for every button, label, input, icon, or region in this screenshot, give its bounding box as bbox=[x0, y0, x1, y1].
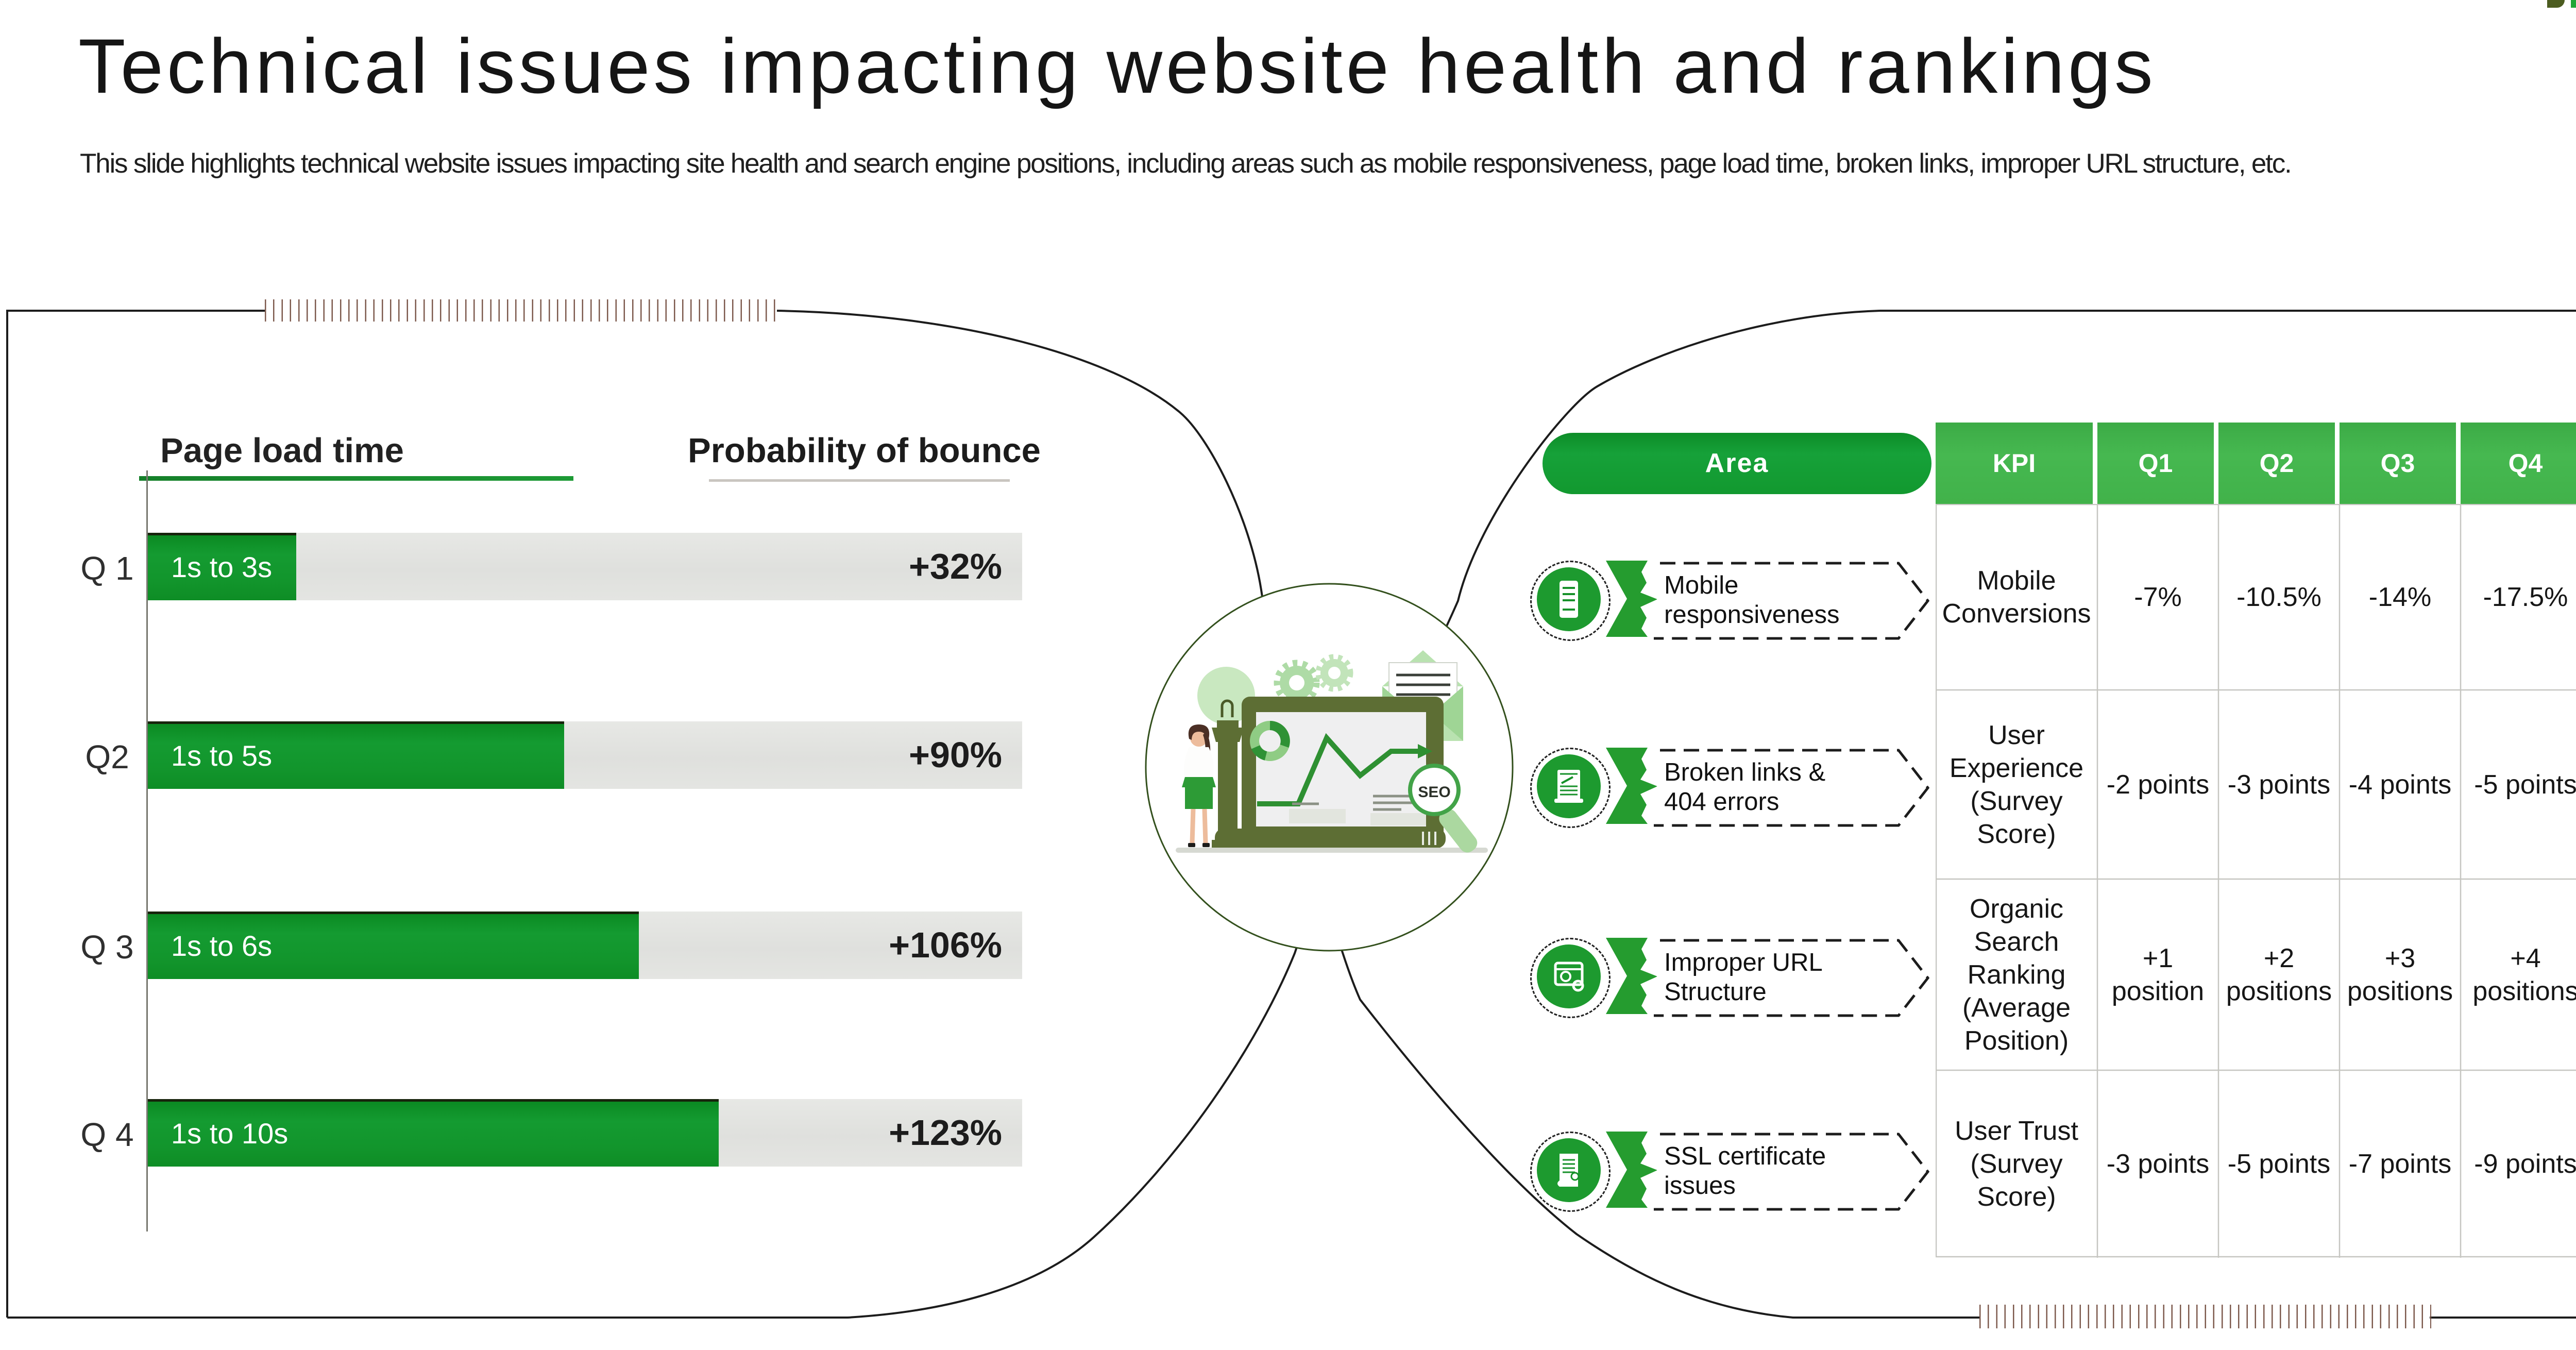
svg-text:SEO: SEO bbox=[1418, 784, 1450, 801]
